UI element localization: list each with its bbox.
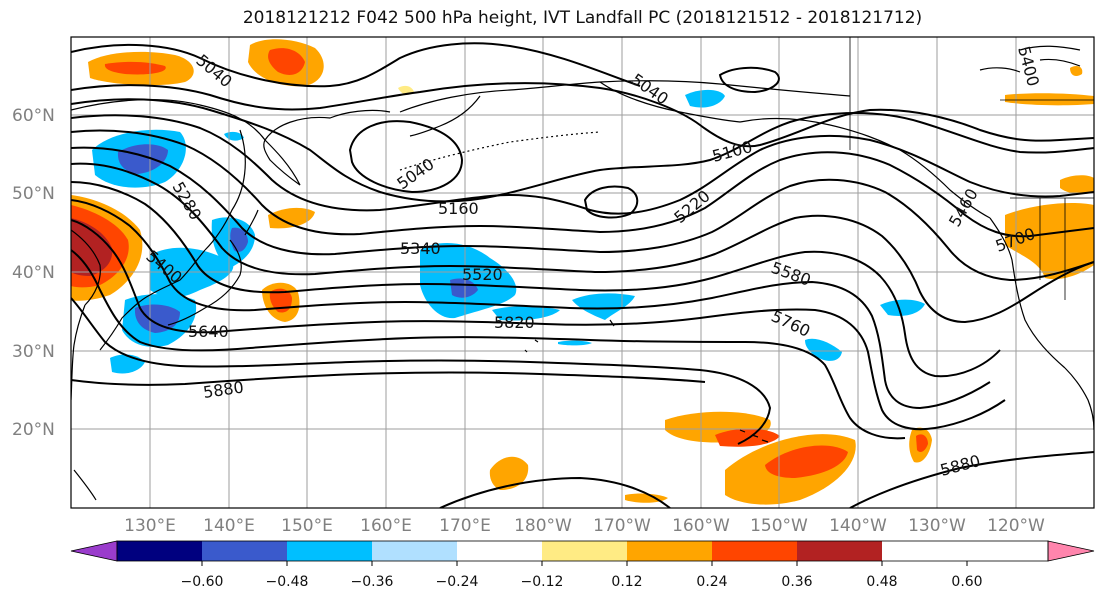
contour-label: 5880 xyxy=(202,377,245,401)
lat-label: 60°N xyxy=(12,106,55,126)
colorbar-segment xyxy=(202,541,287,561)
colorbar-tick-label: 0.36 xyxy=(781,574,812,590)
contour-label: 5340 xyxy=(400,239,441,258)
lon-label: 150°E xyxy=(281,516,333,536)
contour-label: 5100 xyxy=(710,137,754,166)
colorbar-outline xyxy=(116,540,1049,562)
colorbar-segment xyxy=(287,541,372,561)
colorbar-segment xyxy=(372,541,457,561)
ivt-positive-shading xyxy=(71,39,1094,505)
colorbar-segment xyxy=(457,541,542,561)
colorbar-tick-label: −0.36 xyxy=(351,574,394,590)
colorbar-extend-left xyxy=(70,540,118,562)
colorbar-ticks xyxy=(201,561,968,566)
colorbar-tick-label: −0.24 xyxy=(436,574,479,590)
contour-label: 5760 xyxy=(768,306,813,340)
colorbar-tick-label: 0.48 xyxy=(866,574,897,590)
lon-label: 180°W xyxy=(514,516,572,536)
colorbar-tick-label: 0.24 xyxy=(696,574,727,590)
longitude-labels: 130°E 140°E 150°E 160°E 170°E 180°W 170°… xyxy=(124,516,1045,536)
contour-label: 5040 xyxy=(393,154,437,193)
map-frame xyxy=(70,36,1095,509)
lat-label: 50°N xyxy=(12,184,55,204)
lon-label: 150°W xyxy=(750,516,808,536)
colorbar-tick-label: −0.12 xyxy=(521,574,564,590)
colorbar-tick-labels: −0.60 −0.48 −0.36 −0.24 −0.12 0.12 0.24 … xyxy=(181,574,983,590)
contour-label: 5640 xyxy=(188,322,229,341)
colorbar-tick-label: 0.60 xyxy=(951,574,982,590)
lon-label: 140°W xyxy=(829,516,887,536)
lat-label: 30°N xyxy=(12,342,55,362)
colorbar-segment xyxy=(542,541,627,561)
contour-label: 5400 xyxy=(1014,44,1043,88)
colorbar-tick-label: −0.48 xyxy=(266,574,309,590)
contour-label: 5520 xyxy=(462,265,503,284)
lat-label: 40°N xyxy=(12,263,55,283)
lon-label: 130°W xyxy=(908,516,966,536)
colorbar-segment xyxy=(117,541,202,561)
lon-label: 140°E xyxy=(203,516,255,536)
map-title: 2018121212 F042 500 hPa height, IVT Land… xyxy=(242,8,923,28)
colorbar-tick-label: 0.12 xyxy=(611,574,642,590)
colorbar: −0.60 −0.48 −0.36 −0.24 −0.12 0.12 0.24 … xyxy=(70,540,1095,590)
colorbar-segment xyxy=(797,541,882,561)
colorbar-segment xyxy=(627,541,712,561)
contour-label: 5880 xyxy=(938,451,982,480)
contour-label: 5040 xyxy=(628,70,672,109)
lat-label: 20°N xyxy=(12,420,55,440)
height-contours xyxy=(71,42,1094,508)
lon-label: 130°E xyxy=(124,516,176,536)
map-plot-area: 5040 5040 5040 5100 5160 5220 5280 5340 … xyxy=(71,37,1094,508)
graticule xyxy=(71,37,1094,508)
lon-label: 120°W xyxy=(987,516,1045,536)
lon-label: 160°E xyxy=(360,516,412,536)
lon-label: 170°E xyxy=(439,516,491,536)
contour-labels: 5040 5040 5040 5100 5160 5220 5280 5340 … xyxy=(142,44,1043,480)
colorbar-segment xyxy=(712,541,797,561)
latitude-labels: 60°N 50°N 40°N 30°N 20°N xyxy=(12,106,55,440)
colorbar-tick-label: −0.60 xyxy=(181,574,224,590)
lon-label: 170°W xyxy=(593,516,651,536)
lon-label: 160°W xyxy=(672,516,730,536)
contour-label: 5820 xyxy=(494,313,535,332)
contour-label: 5160 xyxy=(438,199,479,218)
colorbar-extend-right xyxy=(1047,540,1095,562)
